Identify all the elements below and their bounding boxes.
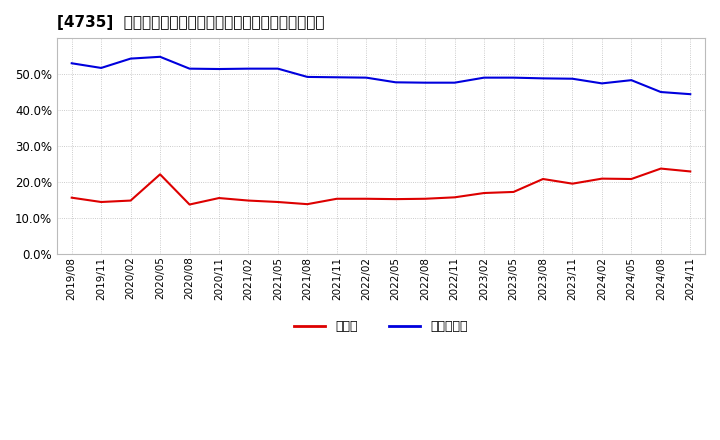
Legend: 現預金, 有利子負債: 現預金, 有利子負債 (289, 315, 473, 338)
Text: [4735]  現預金、有利子負債の総資産に対する比率の推移: [4735] 現預金、有利子負債の総資産に対する比率の推移 (57, 15, 325, 30)
